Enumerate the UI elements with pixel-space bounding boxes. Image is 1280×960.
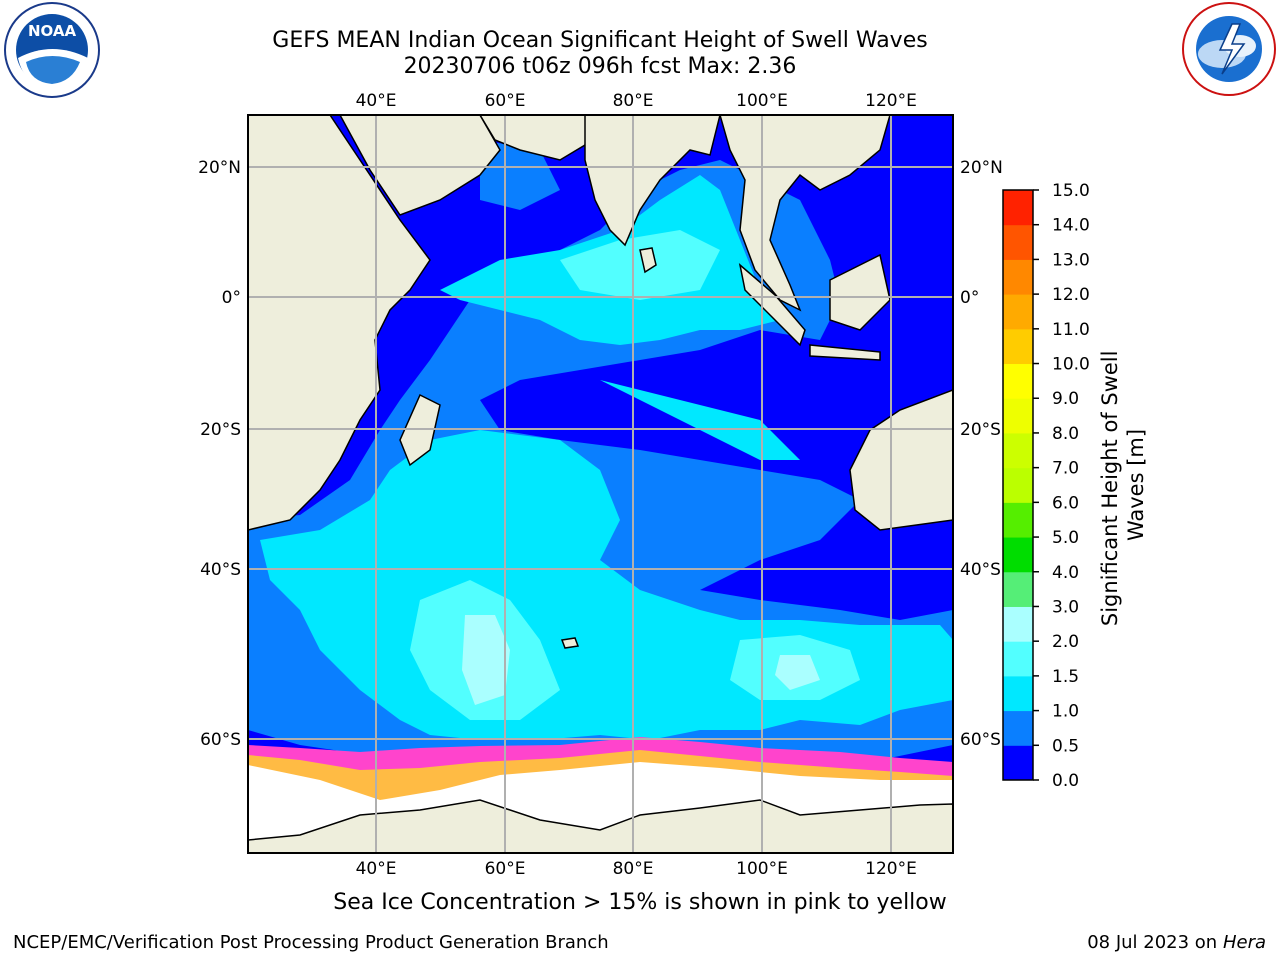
colorbar-segment — [1003, 432, 1033, 469]
lat-label: 40°S — [960, 560, 1001, 580]
colorbar-title-line1: Significant Height of Swell — [1098, 351, 1122, 627]
swell-band-1-0b — [480, 140, 560, 210]
colorbar-tick-label: 15.0 — [1052, 181, 1090, 201]
colorbar-frame — [1002, 189, 1034, 781]
lat-label: 60°S — [200, 730, 241, 750]
nws-logo — [1182, 2, 1276, 96]
lat-label: 60°S — [960, 730, 1001, 750]
footer-date: 08 Jul 2023 on Hera — [1087, 932, 1266, 953]
footer-credit: NCEP/EMC/Verification Post Processing Pr… — [13, 932, 609, 953]
lat-label: 20°S — [200, 420, 241, 440]
lon-label: 60°E — [485, 91, 526, 111]
colorbar-tick-label: 12.0 — [1052, 285, 1090, 305]
colorbar-segment — [1003, 710, 1033, 746]
colorbar-tick-label: 5.0 — [1052, 528, 1079, 548]
colorbar-tick-label: 13.0 — [1052, 250, 1090, 270]
lon-label: 80°E — [613, 859, 654, 879]
land-java — [809, 344, 881, 361]
colorbar-tick-label: 6.0 — [1052, 493, 1079, 513]
colorbar-segment — [1003, 398, 1033, 434]
lon-labels-top: 40°E 60°E 80°E 100°E 120°E — [356, 91, 917, 111]
colorbar-segment — [1003, 675, 1033, 712]
noaa-logo: NOAA — [4, 2, 100, 98]
lat-labels-right: 20°N 0° 20°S 40°S 60°S — [960, 158, 1003, 750]
colorbar-tick-label: 9.0 — [1052, 389, 1079, 409]
land-antarctica — [248, 799, 953, 853]
land-borneo — [829, 253, 891, 331]
lon-label: 120°E — [865, 859, 917, 879]
colorbar-segment — [1003, 745, 1033, 781]
lon-label: 100°E — [736, 91, 788, 111]
lon-label: 60°E — [485, 859, 526, 879]
colorbar-tick-label: 7.0 — [1052, 459, 1079, 479]
colorbar-tick-label: 0.0 — [1052, 771, 1079, 791]
colorbar-tick-label: 1.5 — [1052, 667, 1079, 687]
footer-host: Hera — [1222, 932, 1266, 953]
lon-label: 80°E — [613, 91, 654, 111]
colorbar-tick-label: 2.0 — [1052, 632, 1079, 652]
colorbar-tick-label: 14.0 — [1052, 216, 1090, 236]
lat-label: 20°S — [960, 420, 1001, 440]
colorbar-tick-label: 4.0 — [1052, 563, 1079, 583]
swell-band-3-0 — [462, 615, 510, 705]
lat-label: 40°S — [200, 560, 241, 580]
swell-band-2-0c — [560, 230, 720, 300]
colorbar-tick-label: 0.5 — [1052, 736, 1079, 756]
lon-label: 100°E — [736, 859, 788, 879]
colorbar-segment — [1003, 502, 1033, 538]
colorbar-segment — [1003, 537, 1033, 573]
colorbar-segment — [1003, 363, 1033, 399]
colorbar-segment — [1003, 190, 1033, 226]
land-iran — [479, 115, 591, 161]
swell-band-1-5c — [600, 380, 800, 460]
lon-label: 40°E — [356, 859, 397, 879]
lat-label: 20°N — [198, 158, 241, 178]
lat-label: 0° — [960, 288, 979, 308]
colorbar-segment — [1003, 467, 1033, 503]
sea-ice-note: Sea Ice Concentration > 15% is shown in … — [333, 890, 947, 915]
lat-label: 20°N — [960, 158, 1003, 178]
lat-label: 0° — [222, 288, 241, 308]
colorbar-tick-label: 3.0 — [1052, 597, 1079, 617]
colorbar-segment — [1003, 259, 1033, 295]
colorbar-title-line2: Waves [m] — [1124, 429, 1148, 541]
land-masses — [248, 115, 953, 853]
colorbar-segment — [1003, 606, 1033, 642]
noaa-logo-text: NOAA — [28, 22, 77, 40]
colorbar-tick-label: 10.0 — [1052, 355, 1090, 375]
map-area — [248, 115, 953, 853]
lon-label: 120°E — [865, 91, 917, 111]
colorbar-segment — [1003, 571, 1033, 607]
colorbar: 0.0 0.5 1.0 1.5 2.0 3.0 4.0 5.0 6.0 7.0 8.0 9.0 10.0… — [1002, 181, 1090, 791]
colorbar-tick-label: 11.0 — [1052, 320, 1090, 340]
lat-labels-left: 20°N 0° 20°S 40°S 60°S — [198, 158, 241, 750]
land-india — [584, 115, 721, 247]
land-kerguelen — [560, 637, 580, 649]
graticule — [248, 115, 953, 853]
colorbar-title: Significant Height of Swell Waves [m] — [1098, 344, 1148, 626]
lon-label: 40°E — [356, 91, 397, 111]
colorbar-segment — [1003, 294, 1033, 330]
map-frame — [247, 114, 954, 854]
colorbar-tick-label: 1.0 — [1052, 702, 1079, 722]
colorbar-segment — [1003, 328, 1033, 365]
land-sumatra — [738, 263, 806, 347]
colorbar-tick-label: 8.0 — [1052, 424, 1079, 444]
swell-band-3-0b — [775, 655, 820, 690]
lon-labels-bottom: 40°E 60°E 80°E 100°E 120°E — [356, 859, 917, 879]
map-title: GEFS MEAN Indian Ocean Significant Heigh… — [272, 28, 928, 53]
footer-date-text: 08 Jul 2023 on — [1087, 932, 1218, 953]
land-sri-lanka — [639, 247, 657, 274]
land-australia — [849, 389, 953, 531]
map-subtitle: 20230706 t06z 096h fcst Max: 2.36 — [403, 54, 797, 79]
colorbar-segment — [1003, 224, 1033, 260]
colorbar-segment — [1003, 641, 1033, 677]
